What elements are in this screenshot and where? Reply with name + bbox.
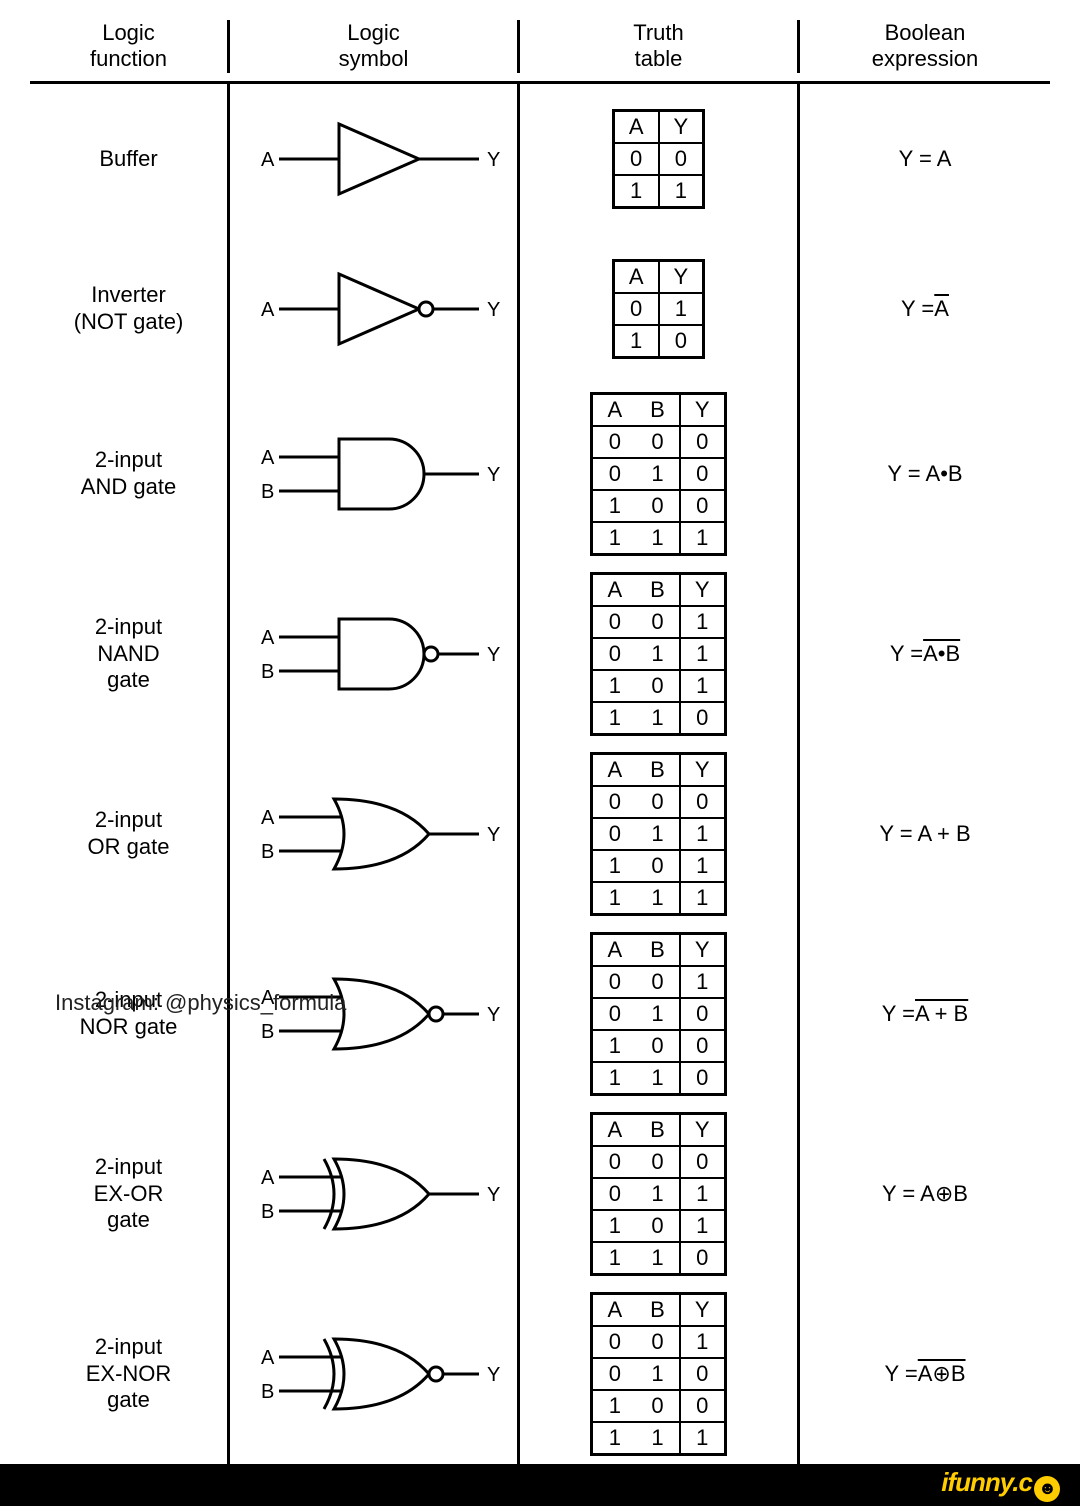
gate-symbol: A B Y <box>230 564 520 744</box>
svg-text:Y: Y <box>487 1184 500 1206</box>
gate-expression: Y = A•B <box>800 384 1050 564</box>
gate-expression: Y = A <box>800 234 1050 384</box>
gate-row: 2-inputEX-NORgate A B Y ABY001010100111 … <box>30 1284 1050 1464</box>
svg-text:B: B <box>261 1381 274 1403</box>
gate-name: 2-inputEX-ORgate <box>30 1104 230 1284</box>
svg-text:B: B <box>261 661 274 683</box>
gate-symbol: A B Y <box>230 1284 520 1464</box>
gate-symbol: A B Y <box>230 744 520 924</box>
truth-table: ABY001010100111 <box>590 1292 726 1456</box>
svg-text:A: A <box>261 627 275 649</box>
gate-row: 2-inputOR gate A B Y ABY000011101111 Y =… <box>30 744 1050 924</box>
gate-name: 2-inputNANDgate <box>30 564 230 744</box>
svg-text:A: A <box>261 1167 275 1189</box>
header-row: Logicfunction Logicsymbol Truthtable Boo… <box>30 20 1050 84</box>
watermark-text: Instagram: @physics_formula <box>55 990 346 1016</box>
svg-text:A: A <box>261 299 275 321</box>
svg-text:Y: Y <box>487 299 500 321</box>
gate-symbol: A Y <box>230 234 520 384</box>
truth-table: ABY001011101110 <box>590 572 726 736</box>
gate-symbol: A Y <box>230 84 520 234</box>
svg-text:A: A <box>261 149 275 171</box>
truth-table: AY0110 <box>612 259 705 359</box>
gate-expression: Y = A <box>800 84 1050 234</box>
svg-text:Y: Y <box>487 1364 500 1386</box>
svg-text:Y: Y <box>487 464 500 486</box>
gate-rows: Buffer A Y AY0011 Y = AInverter(NOT gate… <box>30 84 1050 1464</box>
gate-truth: ABY000011101110 <box>520 1104 800 1284</box>
truth-table: ABY000011101110 <box>590 1112 726 1276</box>
hdr-expr: Booleanexpression <box>800 20 1050 73</box>
gate-name: 2-inputAND gate <box>30 384 230 564</box>
gate-name: Buffer <box>30 84 230 234</box>
gate-expression: Y = A•B <box>800 564 1050 744</box>
gate-symbol: A B Y <box>230 384 520 564</box>
truth-table: ABY000010100111 <box>590 392 726 556</box>
gate-row: Buffer A Y AY0011 Y = A <box>30 84 1050 234</box>
gate-row: 2-inputEX-ORgate A B Y ABY000011101110 Y… <box>30 1104 1050 1284</box>
gate-expression: Y = A⊕B <box>800 1284 1050 1464</box>
footer-bar: ifunny.c☻ <box>0 1464 1080 1506</box>
truth-table: ABY001010100110 <box>590 932 726 1096</box>
gate-name: 2-inputEX-NORgate <box>30 1284 230 1464</box>
hdr-truth: Truthtable <box>520 20 800 73</box>
gate-symbol: A B Y <box>230 1104 520 1284</box>
svg-text:Y: Y <box>487 1004 500 1026</box>
gate-truth: ABY000010100111 <box>520 384 800 564</box>
svg-text:A: A <box>261 447 275 469</box>
svg-text:A: A <box>261 807 275 829</box>
hdr-symbol: Logicsymbol <box>230 20 520 73</box>
svg-text:B: B <box>261 481 274 503</box>
svg-text:A: A <box>261 1347 275 1369</box>
gate-name: 2-inputOR gate <box>30 744 230 924</box>
gate-row: 2-inputAND gate A B Y ABY000010100111 Y … <box>30 384 1050 564</box>
gate-truth: ABY001011101110 <box>520 564 800 744</box>
ifunny-logo: ifunny.c☻ <box>941 1467 1060 1502</box>
gate-truth: AY0110 <box>520 234 800 384</box>
gate-expression: Y = A⊕B <box>800 1104 1050 1284</box>
gate-truth: ABY001010100110 <box>520 924 800 1104</box>
gate-expression: Y = A + B <box>800 924 1050 1104</box>
svg-text:B: B <box>261 1201 274 1223</box>
gate-row: Inverter(NOT gate) A Y AY0110 Y = A <box>30 234 1050 384</box>
svg-text:B: B <box>261 1021 274 1043</box>
svg-text:B: B <box>261 841 274 863</box>
logic-gates-chart: Logicfunction Logicsymbol Truthtable Boo… <box>0 0 1080 1464</box>
svg-text:Y: Y <box>487 824 500 846</box>
hdr-function: Logicfunction <box>30 20 230 73</box>
gate-truth: AY0011 <box>520 84 800 234</box>
truth-table: ABY000011101111 <box>590 752 726 916</box>
gate-expression: Y = A + B <box>800 744 1050 924</box>
gate-name: Inverter(NOT gate) <box>30 234 230 384</box>
svg-text:Y: Y <box>487 644 500 666</box>
gate-truth: ABY001010100111 <box>520 1284 800 1464</box>
gate-truth: ABY000011101111 <box>520 744 800 924</box>
svg-text:Y: Y <box>487 149 500 171</box>
truth-table: AY0011 <box>612 109 705 209</box>
gate-row: 2-inputNANDgate A B Y ABY001011101110 Y … <box>30 564 1050 744</box>
smile-icon: ☻ <box>1034 1476 1060 1502</box>
